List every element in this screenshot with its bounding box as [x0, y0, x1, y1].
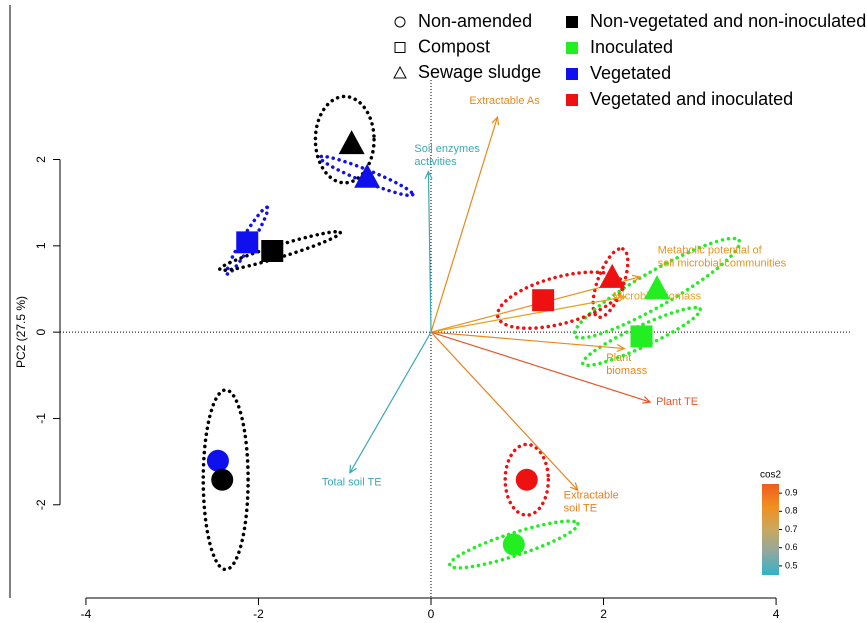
arrow-head	[616, 343, 626, 352]
point	[502, 533, 525, 556]
legend-swatch	[566, 42, 578, 54]
x-tick-label: 2	[600, 607, 607, 621]
legend-label: Vegetated	[590, 63, 671, 83]
arrow-label: Extractable As	[469, 95, 540, 107]
colorbar-tick-label: 0.5	[785, 560, 798, 570]
legend-label: Inoculated	[590, 37, 673, 57]
arrow-label: Metabolic potential of	[658, 244, 763, 256]
y-axis-label: PC2 (27.5 %)	[14, 296, 28, 368]
loading-arrow	[430, 331, 579, 491]
y-tick-label: 1	[34, 242, 48, 249]
confidence-ellipse	[503, 442, 551, 517]
x-tick-label: -4	[81, 607, 92, 621]
arrow-label: Plant	[606, 352, 631, 364]
arrow-label: Plant TE	[656, 396, 698, 408]
legend-symbol	[393, 65, 407, 79]
arrow-head	[424, 170, 433, 180]
arrow-head	[349, 464, 357, 475]
y-tick-label: 0	[34, 328, 48, 335]
confidence-ellipse	[495, 270, 625, 331]
legend-swatch	[566, 94, 578, 106]
point	[644, 275, 671, 300]
point	[261, 240, 284, 263]
point	[206, 449, 229, 472]
loading-arrow	[430, 117, 499, 333]
legend-symbol	[394, 42, 406, 53]
y-tick-label: -2	[34, 499, 48, 510]
colorbar-tick-label: 0.7	[785, 524, 798, 534]
loading-arrow	[349, 331, 432, 474]
arrow-label: Total soil TE	[322, 477, 382, 489]
loading-arrow	[430, 331, 625, 350]
legend-label: Non-vegetated and non-inoculated	[590, 11, 866, 31]
y-tick-label: 2	[34, 156, 48, 163]
point	[630, 325, 653, 348]
point	[599, 263, 626, 288]
arrow-label: soil microbial communities	[658, 257, 787, 269]
confidence-ellipse	[218, 229, 343, 273]
confidence-ellipse	[447, 519, 580, 570]
point	[236, 231, 259, 254]
confidence-ellipse	[591, 246, 630, 320]
x-tick-label: 4	[773, 607, 780, 621]
colorbar-title: cos2	[760, 470, 782, 481]
loading-arrow	[430, 296, 626, 333]
confidence-ellipse	[201, 388, 250, 572]
legend-label: Compost	[418, 36, 490, 56]
point	[211, 468, 234, 491]
arrow-label: biomass	[606, 365, 647, 377]
confidence-ellipse	[225, 205, 270, 276]
point	[532, 289, 555, 312]
arrow-head	[631, 274, 642, 283]
legend-label: Vegetated and inoculated	[590, 89, 793, 109]
colorbar-tick-label: 0.8	[785, 506, 798, 516]
point	[338, 130, 365, 155]
colorbar-tick-label: 0.6	[785, 542, 798, 552]
arrow-label: Extractable	[564, 490, 619, 502]
arrow-head	[617, 294, 627, 302]
colorbar-tick-label: 0.9	[785, 487, 798, 497]
confidence-ellipse	[313, 94, 376, 185]
point	[515, 468, 538, 491]
x-tick-label: 0	[428, 607, 435, 621]
arrow-label: Soil enzymes	[414, 143, 480, 155]
colorbar	[762, 484, 779, 575]
arrow-head	[491, 115, 500, 126]
loading-arrow	[430, 331, 651, 403]
arrow-head	[642, 396, 652, 404]
legend-label: Non-amended	[418, 11, 532, 31]
legend-swatch	[566, 16, 578, 28]
x-tick-label: -2	[253, 607, 264, 621]
arrow-label: soil TE	[564, 503, 597, 515]
legend-symbol	[394, 16, 406, 28]
legend-swatch	[566, 68, 578, 80]
y-tick-label: -1	[34, 413, 48, 424]
loading-arrow	[427, 171, 432, 333]
legend-label: Sewage sludge	[418, 62, 541, 82]
point	[354, 163, 381, 188]
arrow-label: activities	[414, 156, 457, 168]
arrow-head	[569, 482, 579, 492]
confidence-ellipse	[572, 236, 742, 340]
